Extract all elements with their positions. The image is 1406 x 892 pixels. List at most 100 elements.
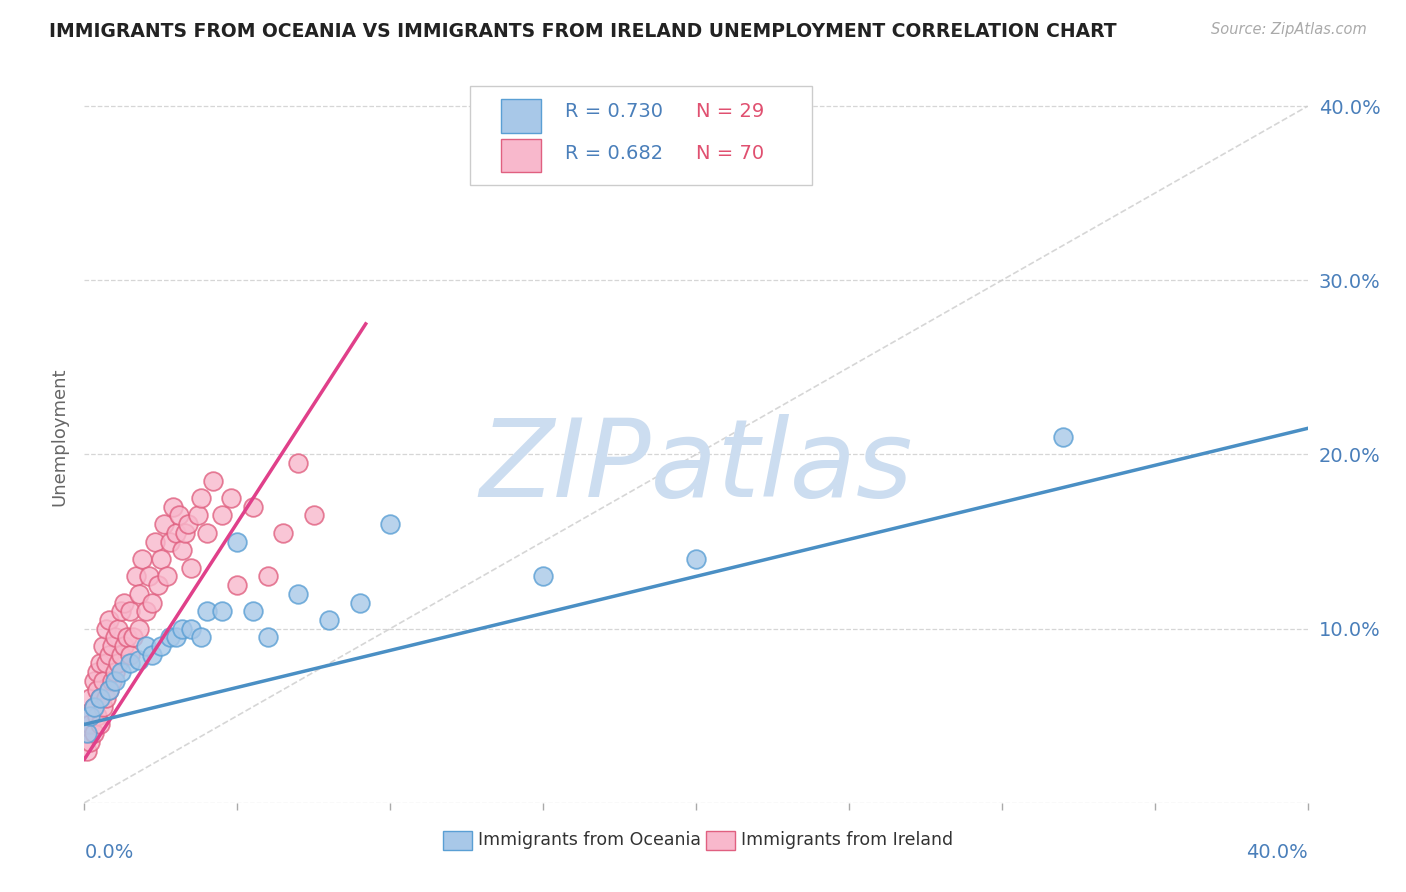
Point — [190, 631, 212, 645]
Point — [287, 456, 309, 470]
Point — [101, 673, 124, 688]
Point — [128, 622, 150, 636]
Point — [120, 648, 142, 662]
Point — [271, 525, 294, 540]
Point — [91, 673, 114, 688]
Point — [226, 578, 249, 592]
Point — [112, 639, 135, 653]
Point — [76, 726, 98, 740]
Point — [110, 665, 132, 680]
Point — [107, 622, 129, 636]
Point — [91, 700, 114, 714]
Point — [94, 657, 117, 671]
Point — [104, 631, 127, 645]
Point — [172, 622, 194, 636]
Point — [79, 717, 101, 731]
Point — [135, 604, 157, 618]
Text: N = 70: N = 70 — [696, 145, 763, 163]
Point — [195, 525, 218, 540]
Point — [257, 631, 280, 645]
Point — [1052, 430, 1074, 444]
Point — [165, 525, 187, 540]
Point — [79, 691, 101, 706]
Point — [83, 673, 105, 688]
Point — [531, 569, 554, 583]
Point — [120, 657, 142, 671]
Point — [174, 525, 197, 540]
Text: Source: ZipAtlas.com: Source: ZipAtlas.com — [1211, 22, 1367, 37]
FancyBboxPatch shape — [502, 138, 541, 172]
Point — [201, 474, 224, 488]
Point — [195, 604, 218, 618]
Point — [302, 508, 325, 523]
Point — [89, 691, 111, 706]
Point — [167, 508, 190, 523]
Point — [242, 500, 264, 514]
Point — [79, 708, 101, 723]
Point — [86, 708, 108, 723]
Point — [153, 517, 176, 532]
Point — [242, 604, 264, 618]
Point — [97, 682, 120, 697]
Point — [172, 543, 194, 558]
FancyBboxPatch shape — [443, 830, 472, 849]
Point — [180, 622, 202, 636]
Point — [131, 552, 153, 566]
Point — [349, 595, 371, 609]
Point — [226, 534, 249, 549]
Point — [128, 587, 150, 601]
Point — [76, 726, 98, 740]
Point — [83, 726, 105, 740]
Text: ZIPatlas: ZIPatlas — [479, 414, 912, 519]
Point — [97, 648, 120, 662]
Point — [143, 534, 166, 549]
Point — [380, 517, 402, 532]
Point — [115, 631, 138, 645]
Point — [86, 665, 108, 680]
Point — [110, 648, 132, 662]
Point — [180, 560, 202, 574]
Point — [94, 691, 117, 706]
Point — [97, 682, 120, 697]
Point — [89, 691, 111, 706]
Point — [135, 639, 157, 653]
Point — [89, 717, 111, 731]
Point — [141, 648, 163, 662]
Point — [211, 604, 233, 618]
Point — [107, 657, 129, 671]
Point — [122, 631, 145, 645]
Point — [83, 700, 105, 714]
Point — [318, 613, 340, 627]
Point — [287, 587, 309, 601]
Point — [156, 569, 179, 583]
Point — [89, 657, 111, 671]
Text: R = 0.682: R = 0.682 — [565, 145, 664, 163]
Point — [165, 631, 187, 645]
FancyBboxPatch shape — [470, 86, 813, 185]
Text: R = 0.730: R = 0.730 — [565, 103, 664, 121]
Point — [159, 534, 181, 549]
Point — [83, 700, 105, 714]
Point — [104, 665, 127, 680]
Text: Immigrants from Ireland: Immigrants from Ireland — [741, 831, 953, 849]
Point — [257, 569, 280, 583]
FancyBboxPatch shape — [502, 99, 541, 133]
Point — [79, 735, 101, 749]
Point — [138, 569, 160, 583]
Point — [76, 743, 98, 757]
Text: N = 29: N = 29 — [696, 103, 765, 121]
Point — [120, 604, 142, 618]
Point — [91, 639, 114, 653]
FancyBboxPatch shape — [706, 830, 735, 849]
Point — [86, 682, 108, 697]
Point — [190, 491, 212, 505]
Y-axis label: Unemployment: Unemployment — [51, 368, 69, 507]
Point — [149, 552, 172, 566]
Point — [125, 569, 148, 583]
Point — [685, 552, 707, 566]
Point — [211, 508, 233, 523]
Point — [94, 622, 117, 636]
Point — [76, 708, 98, 723]
Point — [177, 517, 200, 532]
Text: 0.0%: 0.0% — [84, 843, 134, 862]
